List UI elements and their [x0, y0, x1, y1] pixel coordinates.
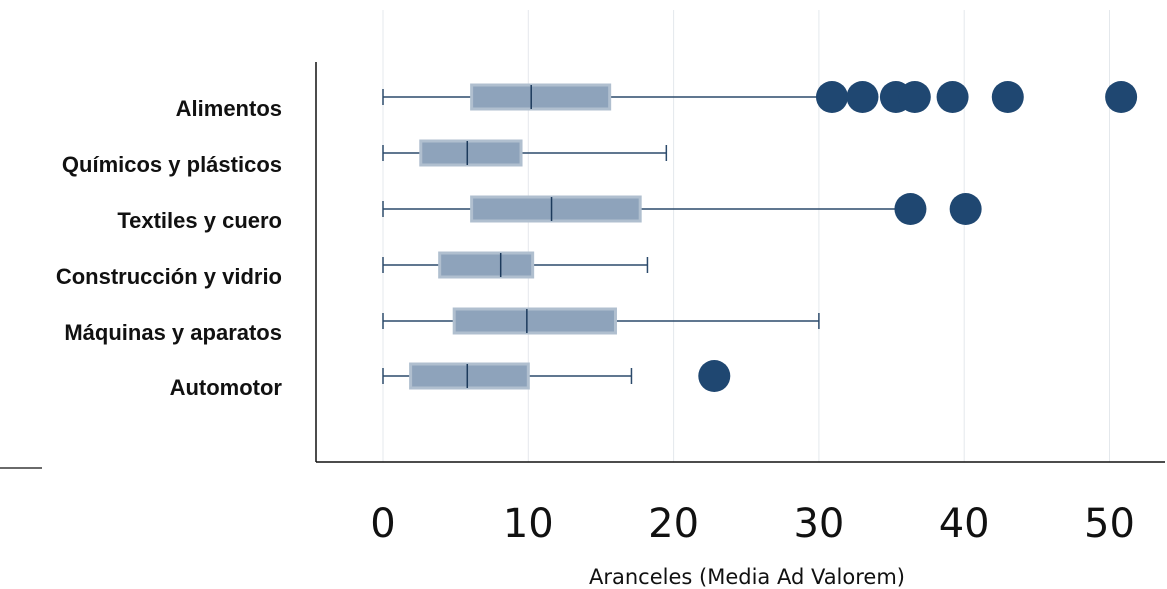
category-label: Textiles y cuero: [117, 208, 282, 233]
outlier-point: [815, 81, 848, 113]
category-label: Máquinas y aparatos: [64, 320, 282, 345]
box-group: [382, 307, 820, 335]
x-tick-label: 0: [370, 501, 395, 547]
box-group: [382, 193, 982, 225]
outlier-point: [846, 81, 879, 113]
outlier-point: [949, 193, 982, 225]
x-tick-labels: 0 10 20 30 40 50: [370, 501, 1135, 547]
x-tick-label: 40: [939, 501, 990, 547]
box-group: [382, 251, 649, 279]
outlier-point: [698, 360, 731, 392]
x-axis-title: Aranceles (Media Ad Valorem): [589, 565, 905, 589]
x-tick-label: 30: [793, 501, 844, 547]
category-label: Construcción y vidrio: [56, 264, 282, 289]
category-label: Automotor: [170, 375, 283, 400]
outlier-point: [991, 81, 1024, 113]
outlier-point: [898, 81, 931, 113]
outlier-point: [894, 193, 927, 225]
outlier-point: [936, 81, 969, 113]
boxes-layer: [382, 81, 1138, 392]
x-tick-label: 10: [503, 501, 554, 547]
iqr-box: [470, 83, 612, 111]
x-tick-label: 50: [1084, 501, 1135, 547]
box-group: [382, 360, 731, 392]
iqr-box: [419, 139, 523, 167]
box-group: [382, 139, 668, 167]
outlier-point: [1105, 81, 1138, 113]
iqr-box: [438, 251, 535, 279]
iqr-box: [470, 195, 642, 223]
category-label: Alimentos: [176, 96, 282, 121]
box-group: [382, 81, 1138, 113]
x-tick-label: 20: [648, 501, 699, 547]
axes: [0, 62, 1165, 469]
category-label: Químicos y plásticos: [62, 152, 282, 177]
iqr-box: [409, 362, 530, 390]
iqr-box: [452, 307, 617, 335]
grid-lines: [382, 10, 1110, 462]
category-labels: Alimentos Químicos y plásticos Textiles y …: [56, 96, 283, 400]
